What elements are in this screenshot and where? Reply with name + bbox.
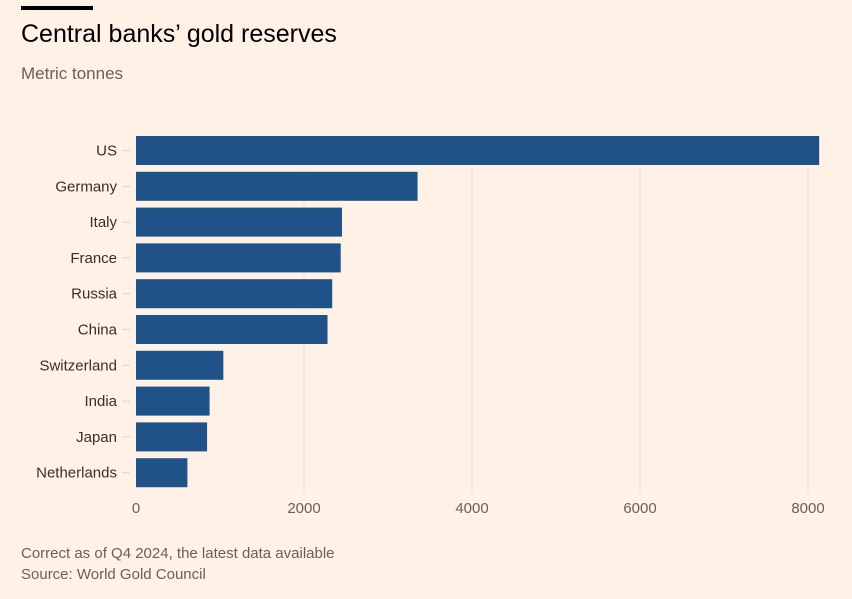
bar-japan bbox=[136, 422, 208, 452]
bar-india bbox=[136, 386, 210, 416]
y-tick-label: France bbox=[70, 250, 117, 267]
bar-italy bbox=[136, 207, 342, 237]
source-note: Source: World Gold Council bbox=[21, 566, 206, 583]
y-tick-label: China bbox=[78, 322, 118, 339]
y-tick-label: Switzerland bbox=[39, 357, 117, 374]
y-tick-label: Germany bbox=[55, 178, 117, 195]
bar-france bbox=[136, 243, 341, 273]
bar-russia bbox=[136, 279, 333, 309]
footnote: Correct as of Q4 2024, the latest data a… bbox=[21, 545, 335, 562]
header-rule bbox=[21, 6, 93, 10]
bar-china bbox=[136, 315, 328, 344]
bar-netherlands bbox=[136, 458, 188, 488]
x-tick-label: 6000 bbox=[623, 500, 656, 517]
bar-germany bbox=[136, 171, 418, 201]
bar-switzerland bbox=[136, 350, 224, 380]
chart-title: Central banks’ gold reserves bbox=[21, 20, 337, 48]
y-tick-label: Netherlands bbox=[36, 465, 117, 482]
bar-us bbox=[136, 136, 820, 165]
y-tick-label: Japan bbox=[76, 429, 117, 446]
y-tick-label: Russia bbox=[71, 286, 118, 303]
y-tick-label: US bbox=[96, 143, 117, 160]
y-tick-label: India bbox=[84, 393, 117, 410]
chart-subtitle: Metric tonnes bbox=[21, 64, 124, 83]
x-tick-label: 4000 bbox=[455, 500, 488, 517]
x-tick-label: 2000 bbox=[287, 500, 320, 517]
x-tick-label: 0 bbox=[132, 500, 140, 517]
x-tick-label: 8000 bbox=[791, 500, 824, 517]
y-tick-label: Italy bbox=[89, 214, 117, 231]
